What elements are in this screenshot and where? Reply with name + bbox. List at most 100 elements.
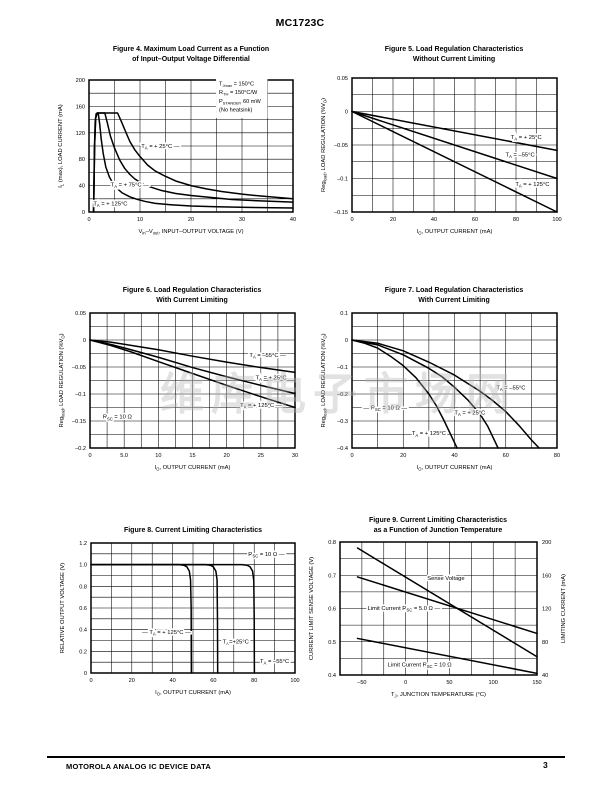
series-curve: [351, 110, 558, 152]
figure-7-title-line1: Figure 7. Load Regulation Characteristic…: [384, 287, 524, 294]
svg-text:20: 20: [129, 678, 135, 684]
svg-text:20: 20: [400, 453, 406, 459]
figure-9-title: Figure 9. Current Limiting Characteristi…: [308, 516, 568, 536]
svg-text:TA=+25°C: TA=+25°C: [223, 640, 249, 647]
svg-text:200: 200: [76, 78, 85, 84]
svg-text:–0.15: –0.15: [334, 210, 348, 216]
svg-text:50: 50: [446, 680, 452, 686]
svg-text:0: 0: [87, 217, 90, 223]
footer-document-name: MOTOROLA ANALOG IC DEVICE DATA: [66, 762, 212, 771]
svg-text:RSC = 10 Ω: RSC = 10 Ω: [103, 415, 133, 422]
svg-text:0.8: 0.8: [79, 584, 87, 590]
svg-text:IO, OUTPUT CURRENT (mA): IO, OUTPUT CURRENT (mA): [155, 465, 231, 472]
svg-text:20: 20: [390, 217, 396, 223]
svg-text:0.4: 0.4: [79, 628, 87, 634]
svg-text:PSTANDBY 60 mW: PSTANDBY 60 mW: [219, 99, 261, 106]
svg-text:25: 25: [258, 453, 264, 459]
svg-text:160: 160: [76, 104, 85, 110]
figure-6-title-line2: With Current Limiting: [156, 297, 228, 304]
svg-text:Vin–Vout, INPUT–OUTPUT VOLTAGE: Vin–Vout, INPUT–OUTPUT VOLTAGE (V): [138, 229, 243, 236]
svg-text:80: 80: [513, 217, 519, 223]
svg-text:160: 160: [542, 573, 551, 579]
figure-6-title: Figure 6. Load Regulation Characteristic…: [62, 286, 322, 306]
svg-text:0.1: 0.1: [340, 311, 348, 317]
svg-text:(No heatsink): (No heatsink): [219, 108, 252, 114]
svg-text:40: 40: [451, 453, 457, 459]
svg-text:15: 15: [189, 453, 195, 459]
svg-text:TA = + 125°C: TA = + 125°C: [515, 182, 549, 189]
chart-canvas: TJmax = 150°C RTH = 150°C/W PSTANDBY 60 mW…: [58, 78, 296, 236]
svg-text:Regload, LOAD REGULATION (%VO): Regload, LOAD REGULATION (%VO): [321, 333, 328, 427]
svg-text:0.05: 0.05: [75, 311, 86, 317]
svg-text:— RSC = 10 Ω —: — RSC = 10 Ω —: [363, 406, 407, 413]
svg-text:10: 10: [137, 217, 143, 223]
svg-text:TA = + 25°C: TA = + 25°C: [256, 375, 287, 382]
svg-text:0: 0: [88, 453, 91, 459]
svg-text:60: 60: [210, 678, 216, 684]
svg-text:0: 0: [350, 217, 353, 223]
svg-text:TA = + 75°C —: TA = + 75°C —: [111, 182, 149, 189]
figure-9-title-line1: Figure 9. Current Limiting Characteristi…: [368, 517, 508, 524]
svg-text:RSC = 10 Ω —: RSC = 10 Ω —: [248, 552, 285, 559]
svg-text:10: 10: [155, 453, 161, 459]
svg-text:Limit Current RSC = 5.0 Ω —: Limit Current RSC = 5.0 Ω —: [368, 606, 441, 613]
series-curve: [351, 339, 458, 449]
svg-text:TJ, JUNCTION TEMPERATURE (°C): TJ, JUNCTION TEMPERATURE (°C): [391, 692, 486, 699]
svg-text:TA = + 125°C: TA = + 125°C: [93, 201, 127, 208]
figure-4-chart: TJmax = 150°C RTH = 150°C/W PSTANDBY 60 mW…: [40, 72, 312, 244]
svg-text:200: 200: [542, 540, 551, 546]
series-curve: [356, 637, 538, 675]
footer-rule: [47, 756, 565, 758]
svg-text:TA = + 25°C: TA = + 25°C: [454, 410, 485, 417]
svg-text:RELATIVE OUTPUT VOLTAGE (V): RELATIVE OUTPUT VOLTAGE (V): [60, 563, 66, 653]
svg-text:0: 0: [345, 110, 348, 116]
svg-text:–0.1: –0.1: [75, 392, 86, 398]
svg-text:80: 80: [251, 678, 257, 684]
svg-text:20: 20: [224, 453, 230, 459]
figure-4-title: Figure 4. Maximum Load Current as a Func…: [61, 45, 321, 65]
figure-6-title-line1: Figure 6. Load Regulation Characteristic…: [122, 287, 262, 294]
svg-text:0.8: 0.8: [328, 540, 336, 546]
svg-text:40: 40: [169, 678, 175, 684]
figure-7-title-line2: With Current Limiting: [418, 297, 490, 304]
svg-text:Limit Current RSC = 10 Ω: Limit Current RSC = 10 Ω: [388, 662, 452, 669]
svg-text:0: 0: [345, 338, 348, 344]
svg-text:40: 40: [542, 673, 548, 679]
figure-6-chart: TA = –55°C — TA = + 25°C TA = + 125°C — RSC…: [40, 305, 312, 477]
svg-text:30: 30: [239, 217, 245, 223]
series-curve: [356, 547, 538, 658]
figure-9-title-line2: as a Function of Junction Temperature: [373, 527, 503, 534]
svg-text:–0.1: –0.1: [337, 177, 348, 183]
svg-text:20: 20: [188, 217, 194, 223]
svg-text:Regload, LOAD REGULATION (%VO): Regload, LOAD REGULATION (%VO): [59, 333, 66, 427]
svg-text:–0.05: –0.05: [72, 365, 86, 371]
svg-text:0: 0: [404, 680, 407, 686]
svg-text:CURRENT LIMIT SENSE VOLTAGE (V: CURRENT LIMIT SENSE VOLTAGE (V): [309, 557, 315, 660]
page-header-part-number: MC1723C: [275, 17, 325, 29]
series-curve: [356, 576, 538, 635]
svg-text:TA = + 125°C —: TA = + 125°C —: [240, 403, 282, 410]
chart-canvas: Sense Voltage Limit Current RSC = 5.0 Ω —…: [309, 540, 567, 699]
svg-text:–0.15: –0.15: [72, 419, 86, 425]
svg-text:5.0: 5.0: [120, 453, 128, 459]
svg-text:TA = –55°C —: TA = –55°C —: [249, 353, 286, 360]
svg-text:80: 80: [79, 157, 85, 163]
svg-text:Regload, LOAD REGULATION (%VO): Regload, LOAD REGULATION (%VO): [321, 98, 328, 192]
svg-text:0.6: 0.6: [328, 607, 336, 613]
svg-text:120: 120: [76, 131, 85, 137]
series-curve: [90, 563, 256, 674]
svg-text:–0.1: –0.1: [337, 365, 348, 371]
svg-text:40: 40: [290, 217, 296, 223]
svg-text:TA = –55°C: TA = –55°C: [260, 659, 289, 666]
svg-text:TA = + 125°C: TA = + 125°C: [412, 431, 446, 438]
svg-text:–0.3: –0.3: [337, 419, 348, 425]
footer-page-number: 3: [543, 760, 548, 770]
svg-text:0.4: 0.4: [328, 673, 336, 679]
chart-canvas: TA = –55°C — TA = + 25°C TA = + 125°C — RSC…: [59, 311, 298, 472]
chart-canvas: TA = –55°C TA = + 25°C TA = + 125°C — RSC =…: [321, 311, 560, 472]
figure-5-title-line2: Without Current Limiting: [412, 56, 496, 63]
figure-8-title-line1: Figure 8. Current Limiting Characteristi…: [123, 527, 263, 534]
svg-text:60: 60: [472, 217, 478, 223]
series-curve: [92, 112, 294, 213]
chart-canvas: RSC = 10 Ω — — TA = + 125°C — TA=+25°C TA =…: [60, 541, 300, 697]
